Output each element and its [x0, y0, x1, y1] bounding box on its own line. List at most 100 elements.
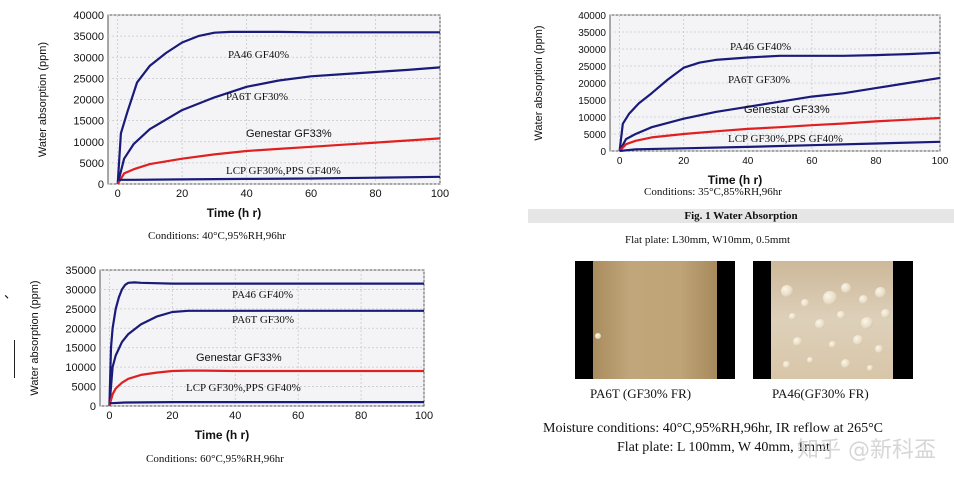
- x-tick-label: 20: [678, 156, 690, 167]
- y-tick-label: 5000: [72, 382, 96, 394]
- y-tick-label: 30000: [65, 284, 96, 296]
- x-axis-label: Time (h r): [195, 428, 249, 442]
- chart-60c: 0 5000 10000 15000 20000 25000 30000 35000 0 20 40…: [29, 265, 433, 442]
- y-tick-label: 15000: [65, 343, 96, 355]
- y-tick-label: 35000: [65, 265, 96, 277]
- y-tick-label: 35000: [578, 28, 606, 39]
- y-tick-label: 30000: [73, 52, 104, 64]
- chart-40c: 0 5000 10000 15000 20000 25000 30000 35000 40000…: [37, 10, 449, 220]
- photo-pa6t-sample: [593, 261, 717, 379]
- y-tick-label: 25000: [73, 73, 104, 85]
- blister-bubble: [881, 309, 890, 318]
- series-line-1: [108, 309, 424, 407]
- blister-bubble: [837, 311, 845, 319]
- x-tick-label: 20: [176, 188, 188, 200]
- chart-35c-panel: 0 5000 10000 15000 20000 25000 30000 35000 40000…: [528, 0, 954, 205]
- blister-bubble: [867, 365, 873, 371]
- x-tick-label: 100: [932, 156, 949, 167]
- series-line-0: [618, 51, 941, 152]
- series-label-2: Genestar GF33%: [744, 104, 830, 116]
- figure-caption: Fig. 1 Water Absorption: [684, 210, 798, 222]
- figure-caption-bar: Fig. 1 Water Absorption: [528, 209, 954, 223]
- plot-area: [99, 269, 425, 407]
- chart-35c: 0 5000 10000 15000 20000 25000 30000 35000 40000…: [533, 11, 949, 187]
- y-tick-label: 5000: [584, 130, 607, 141]
- y-axis-label: Water absorption (ppm): [533, 25, 545, 140]
- series-line-0: [108, 281, 424, 407]
- x-tick-label: 0: [617, 156, 623, 167]
- flat-plate-top-label: Flat plate: L30mm, W10mm, 0.5mmt: [625, 234, 791, 246]
- photo-pa6t-bubble: [595, 333, 601, 339]
- blister-bubble: [815, 319, 825, 329]
- y-tick-label: 10000: [65, 362, 96, 374]
- photo-pa46-label: PA46(GF30% FR): [772, 386, 869, 401]
- blister-bubble: [801, 299, 809, 307]
- blister-bubble: [829, 341, 836, 348]
- y-tick-label: 20000: [65, 323, 96, 335]
- chart-60c-panel: 0 5000 10000 15000 20000 25000 30000 35000 0 20 40…: [0, 258, 460, 485]
- series-label-0: PA46 GF40%: [232, 289, 293, 301]
- x-tick-label: 40: [229, 410, 241, 422]
- blister-bubble: [859, 295, 868, 304]
- series-label-0: PA46 GF40%: [228, 49, 289, 61]
- x-tick-label: 100: [415, 410, 433, 422]
- watermark: 知乎 @新科盃: [797, 438, 936, 463]
- x-tick-label: 80: [870, 156, 882, 167]
- y-tick-label: 15000: [73, 116, 104, 128]
- series-label-2: Genestar GF33%: [196, 352, 282, 364]
- series-label-3: LCP GF30%,PPS GF40%: [186, 382, 301, 394]
- x-tick-label: 60: [292, 410, 304, 422]
- series-line-0: [116, 30, 440, 185]
- y-tick-label: 10000: [578, 113, 606, 124]
- y-tick-label: 30000: [578, 45, 606, 56]
- series-line-3: [619, 140, 941, 153]
- series-line-1: [116, 66, 441, 185]
- blister-bubble: [823, 291, 837, 305]
- stray-line: [14, 340, 15, 378]
- y-tick-label: 0: [90, 401, 96, 413]
- chart-40c-panel: 0 5000 10000 15000 20000 25000 30000 35000 40000…: [0, 0, 460, 250]
- series-line-1: [618, 76, 941, 152]
- blister-bubble: [793, 337, 802, 346]
- y-tick-label: 20000: [578, 79, 606, 90]
- x-tick-label: 60: [806, 156, 818, 167]
- y-tick-label: 40000: [578, 11, 606, 22]
- y-axis-label: Water absorption (ppm): [29, 280, 41, 395]
- y-tick-label: 5000: [80, 158, 104, 170]
- x-tick-label: 0: [115, 188, 121, 200]
- series-line-2: [618, 116, 941, 152]
- blister-bubble: [853, 335, 863, 345]
- x-tick-label: 40: [240, 188, 252, 200]
- series-label-2: Genestar GF33%: [246, 128, 332, 140]
- y-tick-label: 15000: [578, 96, 606, 107]
- x-tick-label: 40: [742, 156, 754, 167]
- blister-bubble: [789, 313, 796, 320]
- y-tick-label: 25000: [578, 62, 606, 73]
- blister-bubble: [841, 359, 850, 368]
- x-tick-label: 80: [369, 188, 381, 200]
- y-tick-label: 0: [98, 179, 104, 191]
- photo-pa6t: [575, 261, 735, 379]
- blister-bubble: [861, 317, 873, 329]
- x-tick-label: 0: [106, 410, 112, 422]
- stray-punctuation: 、: [4, 287, 18, 302]
- y-tick-label: 10000: [73, 137, 104, 149]
- chart-60c-conditions: Conditions: 60°C,95%RH,96hr: [146, 453, 284, 465]
- series-line-3: [109, 401, 424, 405]
- blister-bubble: [807, 357, 813, 363]
- x-tick-label: 100: [431, 188, 449, 200]
- y-tick-label: 35000: [73, 31, 104, 43]
- chart-40c-conditions: Conditions: 40°C,95%RH,96hr: [148, 230, 286, 242]
- photo-pa46-sample: [771, 261, 893, 379]
- x-axis-label: Time (h r): [207, 206, 261, 220]
- blister-bubble: [781, 285, 793, 297]
- x-axis-label: Time (h r): [708, 173, 762, 187]
- series-line-2: [108, 369, 424, 407]
- blister-bubble: [841, 283, 851, 293]
- series-label-3: LCP GF30%,PPS GF40%: [226, 165, 341, 177]
- series-line-2: [116, 137, 441, 185]
- x-tick-label: 60: [305, 188, 317, 200]
- series-label-3: LCP GF30%,PPS GF40%: [728, 133, 843, 145]
- series-label-1: PA6T GF30%: [728, 74, 790, 86]
- y-axis-label: Water absorption (ppm): [37, 42, 49, 157]
